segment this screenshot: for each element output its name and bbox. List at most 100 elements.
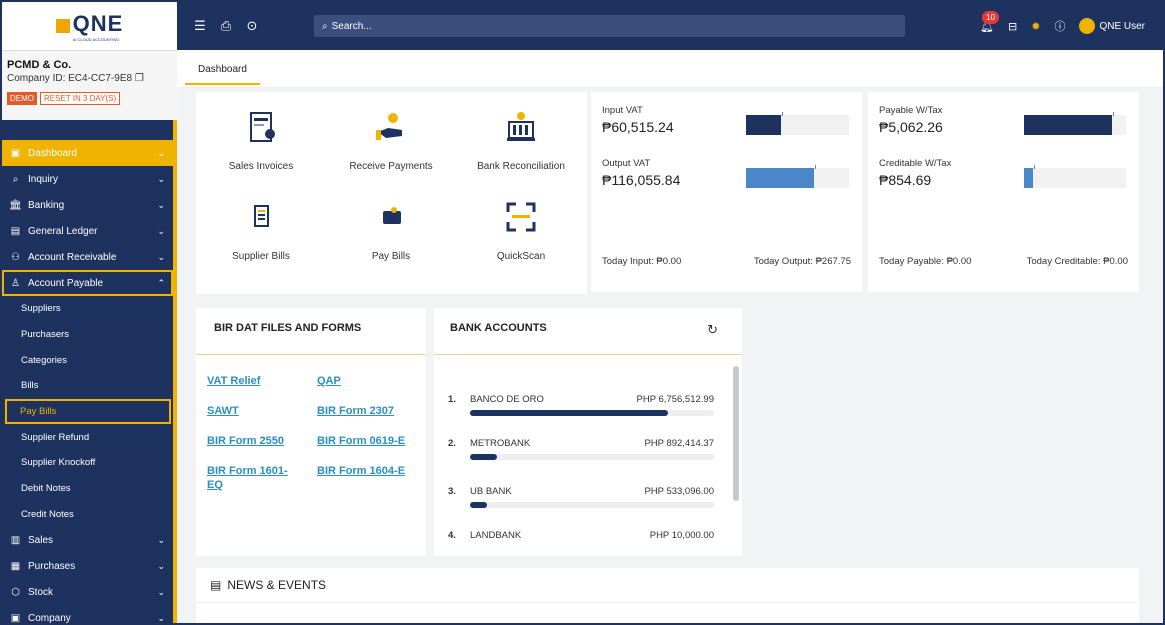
scrollbar-thumb[interactable]: [733, 366, 739, 501]
sidebar-item-label: General Ledger: [28, 225, 98, 237]
bank-accounts-title: BANK ACCOUNTS: [450, 322, 547, 334]
shortcut-bank-reconciliation[interactable]: Bank Reconciliation: [456, 110, 586, 172]
divider: [196, 602, 1139, 603]
user-menu[interactable]: QNE User: [1079, 18, 1145, 34]
company-info: PCMD & Co. Company ID: EC4-CC7-9E8 ❐ DEM…: [2, 50, 177, 122]
sidebar-item-label: Account Payable: [28, 277, 104, 289]
sidebar-item-account-receivable[interactable]: ⚇ Account Receivable ⌄: [2, 244, 173, 270]
bank-name: LANDBANK: [470, 530, 522, 541]
notification-button[interactable]: 🔔︎ 10: [980, 10, 999, 33]
sidebar-subitem-pay-bills[interactable]: Pay Bills: [5, 398, 171, 425]
bank-row-number: 4.: [448, 530, 456, 541]
shortcut-receive-payments[interactable]: Receive Payments: [326, 110, 456, 172]
supplier-bill-icon: [254, 205, 269, 227]
link-sawt[interactable]: SAWT: [207, 405, 239, 417]
creditable-wtax-bar: [1024, 168, 1126, 188]
link-bir-form-1604e[interactable]: BIR Form 1604-E: [317, 465, 406, 477]
purchases-icon: ▦: [10, 560, 21, 572]
menu-toggle-icon[interactable]: ☰: [194, 18, 206, 33]
link-bir-form-0619e[interactable]: BIR Form 0619-E: [317, 435, 406, 447]
sidebar-item-sales[interactable]: ▥ Sales ⌄: [2, 527, 173, 553]
sidebar-item-dashboard[interactable]: ▣ Dashboard ⌄: [2, 140, 173, 166]
chevron-down-icon: ⌄: [157, 251, 165, 262]
play-icon[interactable]: ⊙: [246, 18, 258, 33]
scrollbar[interactable]: [733, 358, 739, 548]
topbar: ☰ ⎙ ⊙ ⌕ Search... 🔔︎ 10 ⊟ ✹ ⓘ QNE User: [177, 2, 1163, 50]
sidebar-item-inquiry[interactable]: ⌕ Inquiry ⌄: [2, 166, 173, 192]
payable-wtax-marker: [1113, 112, 1114, 116]
user-name: QNE User: [1099, 20, 1145, 32]
sidebar-item-company[interactable]: ▣ Company ⌄: [2, 605, 173, 623]
chevron-down-icon: ⌄: [157, 147, 165, 158]
link-bir-form-2307[interactable]: BIR Form 2307: [317, 405, 395, 417]
store-icon[interactable]: ⊟: [1008, 20, 1018, 33]
help-icon[interactable]: ⓘ: [1054, 21, 1066, 33]
shortcut-pay-bills[interactable]: Pay Bills: [326, 200, 456, 262]
mascot-icon[interactable]: ✹: [1031, 20, 1041, 33]
bank-row-number: 2.: [448, 438, 456, 449]
vat-card: Input VAT ₱60,515.24 Output VAT ₱116,055…: [591, 92, 862, 292]
bank-balance-bar: [470, 410, 714, 416]
bank-balance-bar-fill: [470, 410, 668, 416]
output-vat-value: ₱116,055.84: [602, 172, 681, 188]
tab-dashboard[interactable]: Dashboard: [185, 64, 260, 85]
creditable-wtax-value: ₱854.69: [879, 172, 932, 188]
receive-payment-icon: [376, 113, 402, 140]
bir-title: BIR DAT FILES AND FORMS: [214, 322, 362, 334]
link-bir-form-2550[interactable]: BIR Form 2550: [207, 435, 285, 447]
shortcut-label: Receive Payments: [349, 161, 433, 172]
logo-text: QNE: [72, 10, 124, 36]
bell-icon: 🔔︎: [980, 20, 994, 33]
sidebar-item-banking[interactable]: 🏛 Banking ⌄: [2, 192, 173, 218]
notification-count-badge: 10: [982, 10, 999, 24]
reset-badge: RESET IN 3 DAY(S): [40, 92, 121, 105]
avatar: [1079, 18, 1096, 34]
sidebar-subitem-suppliers[interactable]: Suppliers: [21, 303, 61, 315]
shortcut-quickscan[interactable]: QuickScan: [456, 200, 586, 262]
stock-icon: ⬡: [11, 586, 20, 598]
shortcut-sales-invoices[interactable]: Sales Invoices: [196, 110, 326, 172]
sidebar-subitem-supplier-knockoff[interactable]: Supplier Knockoff: [21, 457, 96, 469]
shortcut-label: Pay Bills: [371, 251, 411, 262]
creditable-wtax-marker: [1034, 165, 1035, 169]
sidebar-item-label: Dashboard: [28, 147, 77, 159]
sidebar-subitem-supplier-refund[interactable]: Supplier Refund: [21, 431, 90, 443]
bank-balance-bar: [470, 454, 714, 460]
today-payable-text: Today Payable: ₱0.00: [879, 256, 972, 267]
payable-wtax-bar-fill: [1024, 115, 1112, 135]
sidebar-item-purchases[interactable]: ▦ Purchases ⌄: [2, 553, 173, 579]
sidebar-subitem-purchasers[interactable]: Purchasers: [21, 329, 70, 341]
demo-badge: DEMO: [7, 92, 37, 105]
chevron-down-icon: ⌄: [157, 612, 165, 623]
invoice-icon: [250, 112, 275, 142]
payable-wtax-bar: [1024, 115, 1126, 135]
sidebar-subitem-bills[interactable]: Bills: [21, 380, 39, 392]
scan-icon: [506, 202, 536, 232]
bank-balance-bar-fill: [470, 502, 488, 508]
sidebar-subitem-debit-notes[interactable]: Debit Notes: [21, 483, 71, 495]
bank-amount: PHP 533,096.00: [644, 486, 714, 497]
sidebar-item-stock[interactable]: ⬡ Stock ⌄: [2, 579, 173, 605]
link-qap[interactable]: QAP: [317, 375, 341, 387]
creditable-wtax-bar-fill: [1024, 168, 1034, 188]
link-bir-form-1601eq[interactable]: BIR Form 1601-EQ: [207, 465, 288, 491]
sidebar-item-account-payable[interactable]: ♙ Account Payable ⌃: [2, 270, 173, 296]
print-icon[interactable]: ⎙: [220, 18, 232, 33]
tab-bar: Dashboard: [177, 50, 1163, 88]
sidebar-item-label: Purchases: [28, 560, 76, 572]
shortcut-supplier-bills[interactable]: Supplier Bills: [196, 200, 326, 262]
copy-icon[interactable]: ❐: [134, 73, 144, 84]
link-vat-relief[interactable]: VAT Relief: [207, 375, 261, 387]
sidebar-item-general-ledger[interactable]: ▤ General Ledger ⌄: [2, 218, 173, 244]
sidebar-subitem-credit-notes[interactable]: Credit Notes: [21, 508, 74, 520]
refresh-icon[interactable]: ↻: [707, 322, 718, 337]
search-input[interactable]: ⌕ Search...: [314, 15, 905, 37]
sidebar-subitem-categories[interactable]: Categories: [21, 354, 67, 366]
logo[interactable]: QNE AI CLOUD ACCOUNTING: [2, 2, 177, 50]
input-vat-label: Input VAT: [602, 105, 643, 116]
dashboard-icon: ▣: [10, 147, 21, 159]
output-vat-bar: [746, 168, 849, 188]
search-placeholder: Search...: [331, 20, 372, 32]
company-id: Company ID: EC4-CC7-9E8 ❐: [7, 73, 172, 84]
divider: [434, 354, 742, 355]
